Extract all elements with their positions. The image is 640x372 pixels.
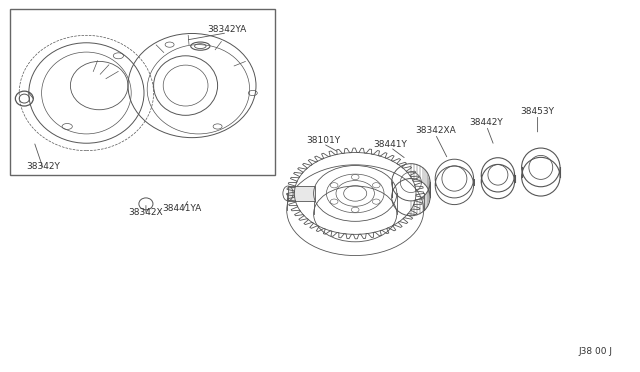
- Text: 38342YA: 38342YA: [207, 25, 247, 34]
- Text: 38453Y: 38453Y: [520, 107, 555, 116]
- Text: 38342Y: 38342Y: [27, 162, 60, 171]
- Text: J38 00 J: J38 00 J: [578, 347, 612, 356]
- FancyBboxPatch shape: [10, 9, 275, 175]
- Text: 38342XA: 38342XA: [415, 126, 456, 135]
- Text: 38101Y: 38101Y: [306, 136, 340, 145]
- Text: 38441YA: 38441YA: [163, 204, 202, 213]
- Text: 38441Y: 38441Y: [374, 140, 407, 149]
- FancyBboxPatch shape: [288, 186, 315, 201]
- Text: 38342X: 38342X: [129, 208, 163, 217]
- Text: 38442Y: 38442Y: [470, 118, 503, 127]
